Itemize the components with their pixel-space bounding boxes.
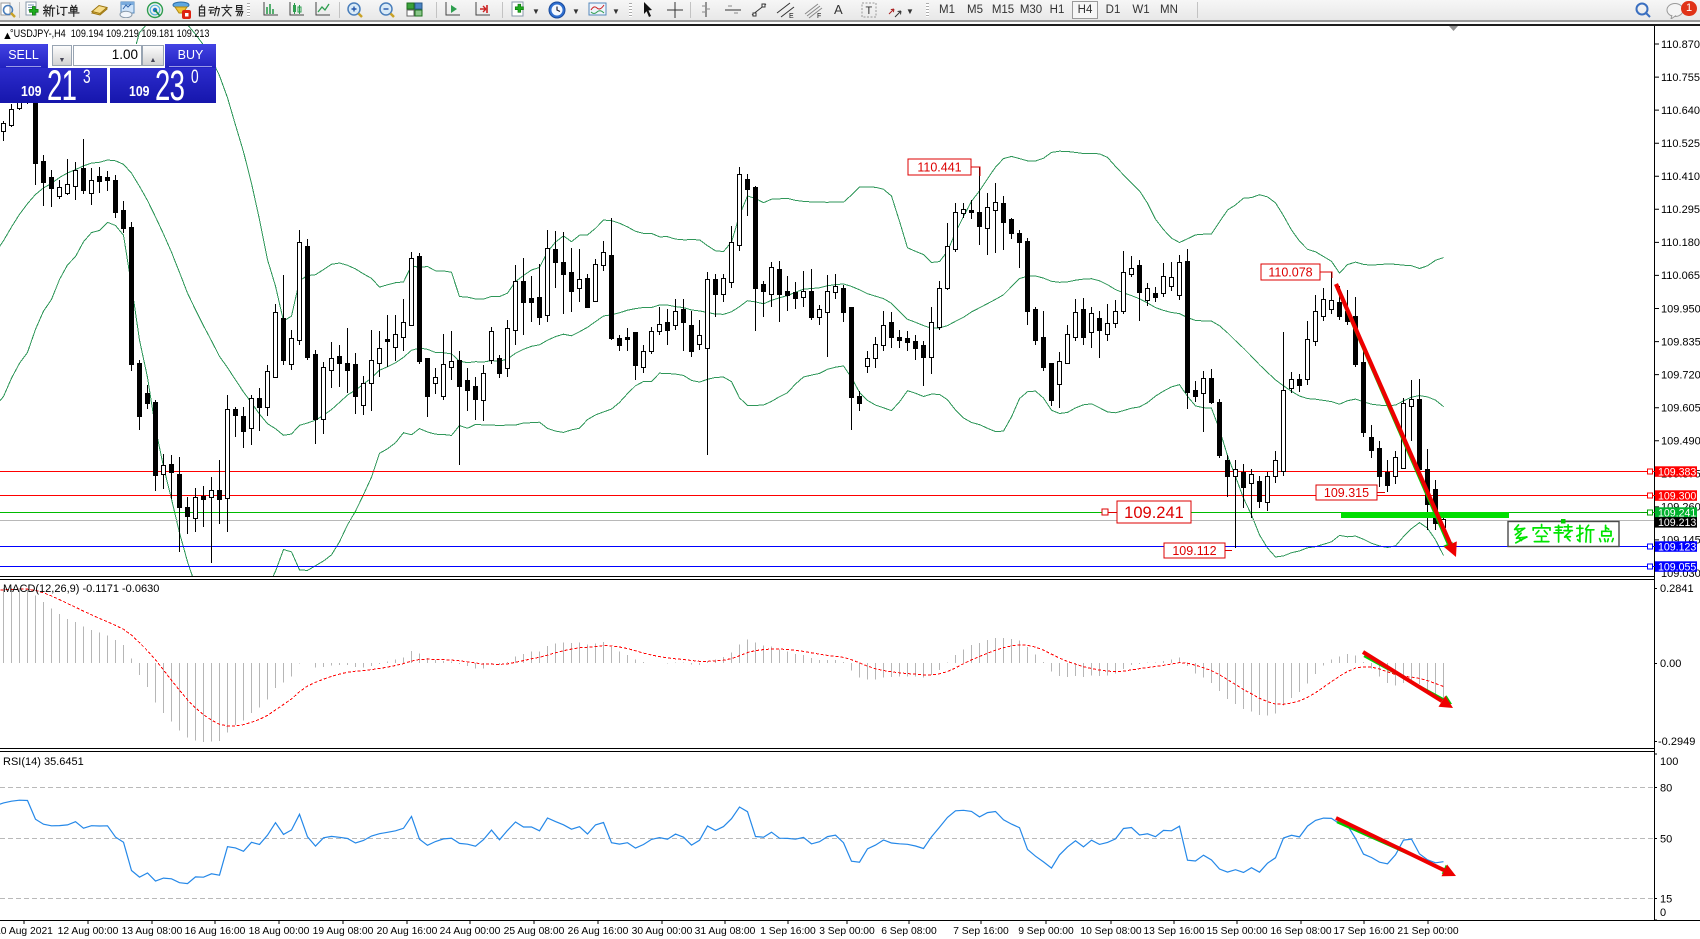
svg-text:6 Sep 08:00: 6 Sep 08:00 xyxy=(881,926,937,937)
svg-text:110.525: 110.525 xyxy=(1661,138,1700,150)
svg-text:3 Sep 00:00: 3 Sep 00:00 xyxy=(819,926,875,937)
svg-text:109.605: 109.605 xyxy=(1661,403,1700,415)
svg-text:109.490: 109.490 xyxy=(1661,436,1700,448)
svg-text:21 Sep 00:00: 21 Sep 00:00 xyxy=(1397,926,1459,937)
svg-text:10 Aug 2021: 10 Aug 2021 xyxy=(0,926,53,937)
svg-text:18 Aug 00:00: 18 Aug 00:00 xyxy=(249,926,310,937)
svg-text:110.065: 110.065 xyxy=(1661,270,1700,282)
svg-text:109.950: 109.950 xyxy=(1661,303,1700,315)
svg-text:110.410: 110.410 xyxy=(1661,171,1700,183)
svg-text:25 Aug 08:00: 25 Aug 08:00 xyxy=(504,926,565,937)
svg-text:16 Sep 08:00: 16 Sep 08:00 xyxy=(1270,926,1332,937)
svg-text:30 Aug 00:00: 30 Aug 00:00 xyxy=(632,926,693,937)
svg-text:109.055: 109.055 xyxy=(1658,561,1696,573)
svg-text:17 Sep 16:00: 17 Sep 16:00 xyxy=(1333,926,1395,937)
svg-text:16 Aug 16:00: 16 Aug 16:00 xyxy=(185,926,246,937)
svg-text:31 Aug 08:00: 31 Aug 08:00 xyxy=(695,926,756,937)
svg-text:13 Aug 08:00: 13 Aug 08:00 xyxy=(122,926,183,937)
svg-text:109.241: 109.241 xyxy=(1658,507,1696,519)
svg-text:1 Sep 16:00: 1 Sep 16:00 xyxy=(760,926,816,937)
svg-text:E: E xyxy=(789,13,794,19)
svg-text:109.383: 109.383 xyxy=(1658,466,1696,478)
svg-text:109.835: 109.835 xyxy=(1661,336,1700,348)
svg-text:109.720: 109.720 xyxy=(1661,369,1700,381)
svg-text:RSI(14) 35.6451: RSI(14) 35.6451 xyxy=(3,756,84,768)
svg-text:-0.2949: -0.2949 xyxy=(1658,736,1695,748)
svg-text:110.755: 110.755 xyxy=(1661,72,1700,84)
svg-text:109.123: 109.123 xyxy=(1658,541,1696,553)
svg-text:109.241: 109.241 xyxy=(1124,504,1184,522)
svg-text:F: F xyxy=(817,13,821,19)
svg-text:7 Sep 16:00: 7 Sep 16:00 xyxy=(953,926,1009,937)
svg-text:100: 100 xyxy=(1660,756,1678,768)
svg-text:12 Aug 00:00: 12 Aug 00:00 xyxy=(58,926,119,937)
svg-text:9 Sep 00:00: 9 Sep 00:00 xyxy=(1018,926,1074,937)
svg-text:20 Aug 16:00: 20 Aug 16:00 xyxy=(377,926,438,937)
svg-text:110.441: 110.441 xyxy=(917,161,961,175)
svg-text:109.112: 109.112 xyxy=(1172,544,1216,558)
svg-text:110.870: 110.870 xyxy=(1661,39,1700,51)
svg-text:15 Sep 00:00: 15 Sep 00:00 xyxy=(1206,926,1268,937)
svg-text:50: 50 xyxy=(1660,834,1672,846)
svg-text:26 Aug 16:00: 26 Aug 16:00 xyxy=(568,926,629,937)
svg-text:0: 0 xyxy=(1660,907,1666,919)
svg-text:0.00: 0.00 xyxy=(1660,658,1681,670)
svg-text:13 Sep 16:00: 13 Sep 16:00 xyxy=(1143,926,1205,937)
svg-text:109.213: 109.213 xyxy=(1658,517,1696,529)
svg-text:15: 15 xyxy=(1660,894,1672,906)
svg-text:0.2841: 0.2841 xyxy=(1660,583,1694,595)
svg-text:110.640: 110.640 xyxy=(1661,105,1700,117)
svg-text:110.078: 110.078 xyxy=(1268,266,1312,280)
svg-text:T: T xyxy=(866,5,873,17)
svg-text:110.180: 110.180 xyxy=(1661,237,1700,249)
svg-text:80: 80 xyxy=(1660,783,1672,795)
svg-text:109.300: 109.300 xyxy=(1658,490,1696,502)
svg-text:MACD(12,26,9) -0.1171 -0.0630: MACD(12,26,9) -0.1171 -0.0630 xyxy=(3,583,159,595)
svg-text:24 Aug 00:00: 24 Aug 00:00 xyxy=(440,926,501,937)
svg-text:10 Sep 08:00: 10 Sep 08:00 xyxy=(1080,926,1142,937)
svg-text:19 Aug 08:00: 19 Aug 08:00 xyxy=(313,926,374,937)
svg-text:109.315: 109.315 xyxy=(1324,486,1369,500)
svg-text:110.295: 110.295 xyxy=(1661,204,1700,216)
